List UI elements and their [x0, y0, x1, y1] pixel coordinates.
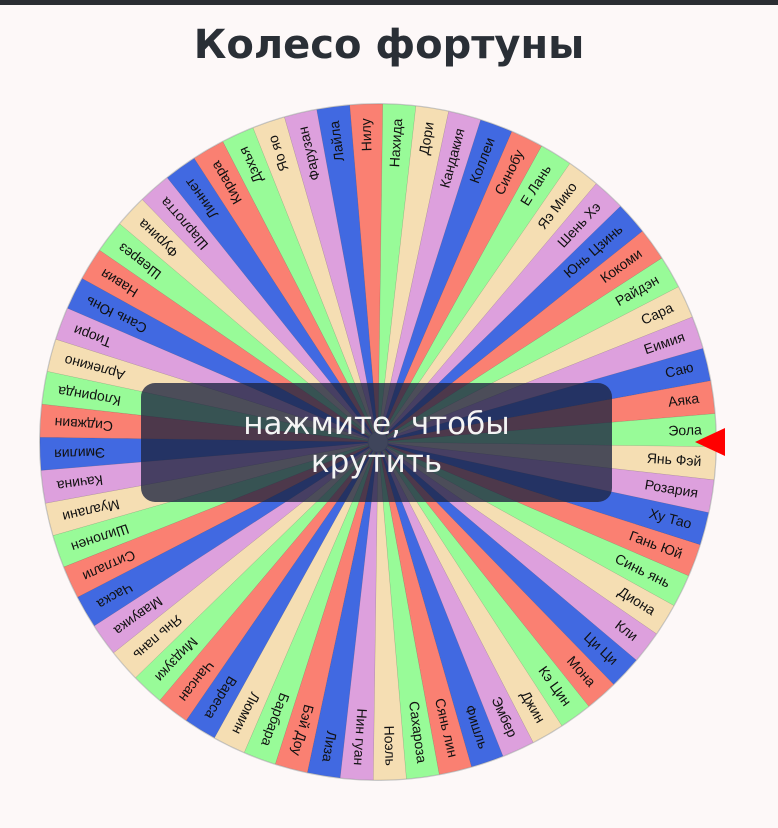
segment-label: Нахида [386, 118, 405, 168]
wheel-segment [166, 157, 379, 443]
wheel-segment [372, 441, 407, 781]
segment-label: Эмилия [54, 445, 105, 463]
wheel-segment [377, 441, 504, 768]
wheel-segment [377, 105, 449, 443]
wheel-segment [339, 441, 379, 781]
segment-label: Саю [663, 359, 694, 381]
wheel-segment [349, 103, 384, 443]
wheel-segment [193, 141, 379, 443]
spin-button[interactable]: нажмите, чтобы крутить [141, 383, 612, 502]
wheel-segment [377, 441, 440, 780]
segment-label: Качина [56, 472, 104, 494]
wheel-segment [377, 103, 417, 443]
segment-label: Лайла [326, 120, 347, 163]
wheel-segment [119, 199, 379, 443]
wheel-segment [316, 104, 379, 443]
wheel-segment [377, 441, 534, 757]
pointer [695, 428, 725, 456]
segment-label: Нин гуан [351, 708, 371, 766]
top-bar [0, 0, 778, 5]
wheel-segment [135, 441, 379, 701]
segment-label: Лиза [319, 730, 340, 764]
segment-label: Нилу [357, 118, 374, 152]
wheel-segment [159, 441, 379, 721]
wheel-segment [243, 441, 379, 765]
wheel-segment [185, 441, 379, 739]
wheel-segment [142, 177, 379, 443]
wheel-segment [377, 111, 482, 443]
wheel-segment [377, 441, 472, 775]
wheel-segment [214, 441, 379, 753]
title: Колесо фортуны [193, 22, 585, 68]
wheel-segment [377, 163, 597, 443]
wheel-segment [377, 183, 621, 443]
wheel-segment [284, 109, 379, 443]
wheel-segment [377, 119, 513, 443]
wheel-segment [274, 441, 379, 773]
segment-label: Аяка [667, 390, 700, 410]
wheel-segment [377, 441, 614, 707]
wheel-segment [377, 441, 590, 727]
segment-label: Ноэль [381, 725, 398, 766]
wheel-segment [222, 127, 379, 443]
wheel-segment [377, 145, 571, 443]
segment-label: Дори [416, 121, 437, 156]
wheel-segment [377, 131, 542, 443]
wheel-segment [377, 441, 637, 685]
segment-label: Сиджвин [54, 415, 113, 435]
wheel-segment [307, 441, 379, 779]
segment-label: Янь Фэй [646, 450, 702, 469]
wheel-segment [377, 441, 563, 743]
segment-label: Эола [668, 421, 702, 438]
wheel-segment [252, 116, 379, 443]
